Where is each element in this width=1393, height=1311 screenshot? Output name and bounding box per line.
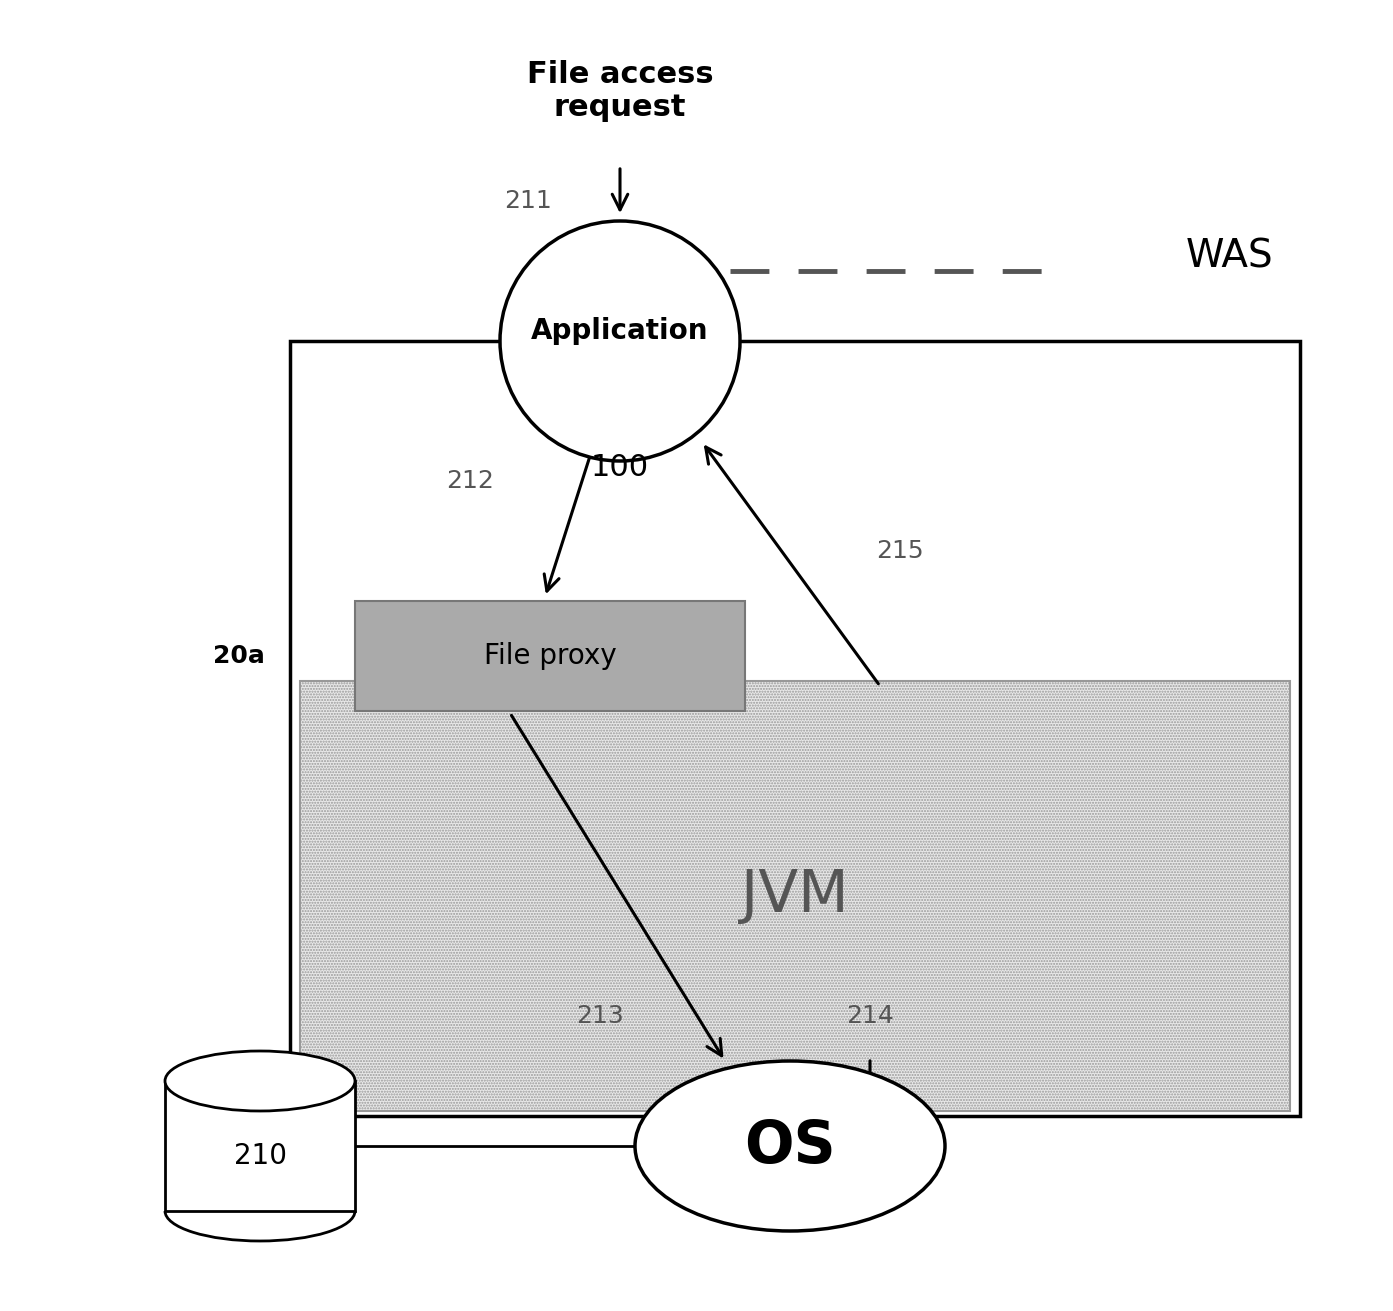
Text: 20a: 20a bbox=[213, 644, 265, 669]
Circle shape bbox=[500, 222, 740, 461]
Text: File proxy: File proxy bbox=[483, 642, 616, 670]
Text: 210: 210 bbox=[234, 1142, 287, 1169]
Ellipse shape bbox=[635, 1061, 944, 1231]
Text: OS: OS bbox=[744, 1117, 836, 1175]
Text: WAS: WAS bbox=[1187, 237, 1273, 275]
Bar bbox=[355, 600, 745, 711]
Text: Application: Application bbox=[531, 317, 709, 345]
Text: File access
request: File access request bbox=[527, 60, 713, 122]
Bar bbox=[290, 341, 1300, 1116]
Text: 214: 214 bbox=[846, 1004, 894, 1028]
Text: 213: 213 bbox=[577, 1004, 624, 1028]
Text: 215: 215 bbox=[876, 539, 924, 562]
Bar bbox=[299, 680, 1290, 1110]
Bar bbox=[164, 1082, 355, 1211]
Ellipse shape bbox=[164, 1051, 355, 1110]
Text: 212: 212 bbox=[446, 469, 495, 493]
Text: 211: 211 bbox=[504, 189, 552, 212]
Text: JVM: JVM bbox=[741, 868, 848, 924]
Text: 100: 100 bbox=[591, 454, 649, 482]
